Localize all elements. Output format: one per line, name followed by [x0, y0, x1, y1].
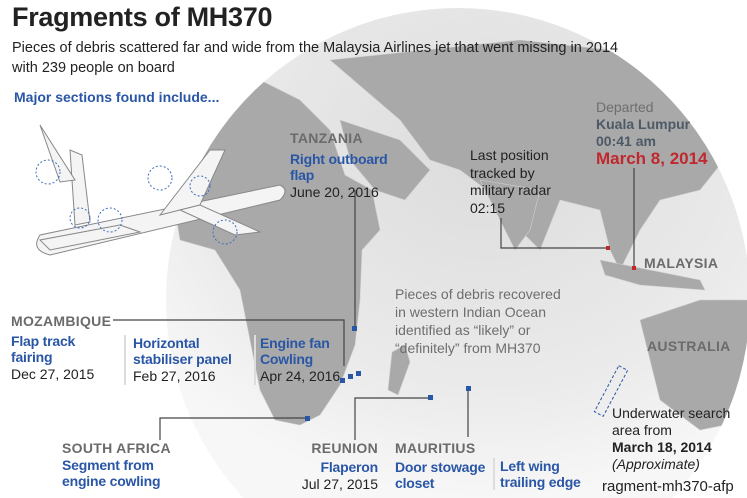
leader-line: [500, 218, 608, 249]
departure-info: Departed Kuala Lumpur 00:41 am March 8, …: [596, 98, 708, 168]
radar-text: tracked by: [470, 164, 535, 181]
find-date: Feb 27, 2016: [133, 368, 216, 384]
find-south-africa: SOUTH AFRICA Segment from engine cowling: [62, 440, 171, 489]
search-text: area from: [612, 422, 672, 438]
major-sections-heading: Major sections found include...: [14, 89, 220, 105]
radar-text: Last position: [470, 147, 549, 163]
search-date: March 18, 2014: [612, 439, 712, 455]
subtitle: Pieces of debris scattered far and wide …: [12, 38, 742, 78]
item-label: trailing edge: [500, 474, 581, 490]
find-engine-fan: Engine fan Cowling Apr 24, 2016: [254, 335, 340, 385]
page-title: Fragments of MH370: [12, 2, 273, 32]
africa-landmass: [169, 79, 381, 426]
find-date: June 20, 2016: [290, 184, 379, 200]
radar-time: 02:15: [470, 199, 506, 216]
departure-date: March 8, 2014: [596, 149, 708, 168]
madagascar-landmass: [387, 344, 411, 396]
debris-marker: [340, 378, 345, 383]
radar-text: military radar: [470, 182, 551, 198]
leader-line: [113, 319, 345, 366]
find-mauritius: MAURITIUS Door stowage closet: [395, 440, 485, 491]
departure-city: Kuala Lumpur: [596, 116, 691, 132]
find-tanzania: TANZANIA Right outboard flap June 20, 20…: [290, 130, 388, 201]
country-label: TANZANIA: [290, 130, 363, 146]
search-note: (Approximate): [612, 456, 700, 472]
item-label: Flaperon: [320, 459, 378, 475]
subtitle-line: with 239 people on board: [12, 60, 175, 76]
find-flap-track: Flap track fairing Dec 27, 2015: [11, 333, 94, 383]
departure-time: 00:41 am: [596, 133, 656, 149]
search-area: [593, 365, 629, 417]
australia-landmass: [639, 299, 747, 431]
debris-marker: [348, 374, 353, 379]
find-date: Apr 24, 2016: [260, 368, 341, 384]
departure-label: Departed: [596, 99, 654, 115]
india-landmass: [479, 179, 541, 251]
item-label: Cowling: [260, 351, 314, 367]
debris-marker: [428, 395, 433, 400]
item-label: Horizontal: [133, 335, 200, 351]
australia-label: AUSTRALIA: [647, 338, 731, 354]
find-stabiliser: Horizontal stabiliser panel Feb 27, 2016: [124, 335, 232, 385]
leader-line: [159, 417, 307, 440]
find-left-wing: Left wing trailing edge: [493, 458, 581, 490]
item-label: fairing: [11, 349, 53, 365]
item-label: Engine fan: [260, 335, 330, 351]
item-label: Segment from: [62, 457, 154, 473]
mozambique-label: MOZAMBIQUE: [11, 313, 112, 329]
radar-info: Last position tracked by military radar …: [470, 147, 551, 217]
airplane-illustration: [35, 124, 286, 256]
note-line: Pieces of debris recovered: [395, 286, 561, 302]
debris-marker: [466, 386, 471, 391]
debris-note: Pieces of debris recovered in western In…: [395, 285, 561, 357]
item-label: Door stowage: [395, 459, 486, 475]
debris-marker: [356, 371, 361, 376]
item-label: Left wing: [500, 458, 560, 474]
country-label: SOUTH AFRICA: [62, 440, 171, 456]
note-line: in western Indian Ocean: [395, 304, 546, 320]
debris-marker: [305, 416, 310, 421]
arabia-landmass: [339, 119, 431, 201]
kuala-lumpur-marker: [632, 266, 636, 270]
indonesia-landmass: [599, 259, 706, 291]
item-label: stabiliser panel: [133, 351, 232, 367]
country-label: MAURITIUS: [395, 440, 476, 456]
subtitle-line: Pieces of debris scattered far and wide …: [12, 40, 619, 56]
watermark: ragment-mh370-afp: [602, 478, 734, 495]
search-text: Underwater search: [612, 405, 731, 421]
item-label: engine cowling: [62, 473, 161, 489]
find-date: Dec 27, 2015: [11, 366, 95, 382]
item-label: Right outboard: [290, 151, 388, 167]
find-date: Jul 27, 2015: [301, 476, 378, 492]
country-label: REUNION: [311, 440, 378, 456]
malaysia-label: MALAYSIA: [644, 255, 719, 271]
leader-line: [354, 397, 430, 440]
note-line: “definitely” from MH370: [395, 340, 541, 356]
radar-marker: [606, 246, 610, 250]
find-reunion: REUNION Flaperon Jul 27, 2015: [296, 440, 378, 493]
note-line: identified as “likely” or: [395, 322, 531, 338]
item-label: flap: [290, 167, 315, 183]
item-label: closet: [395, 475, 435, 491]
item-label: Flap track: [11, 333, 76, 349]
search-info: Underwater search area from March 18, 20…: [612, 405, 730, 473]
debris-marker: [352, 326, 357, 331]
